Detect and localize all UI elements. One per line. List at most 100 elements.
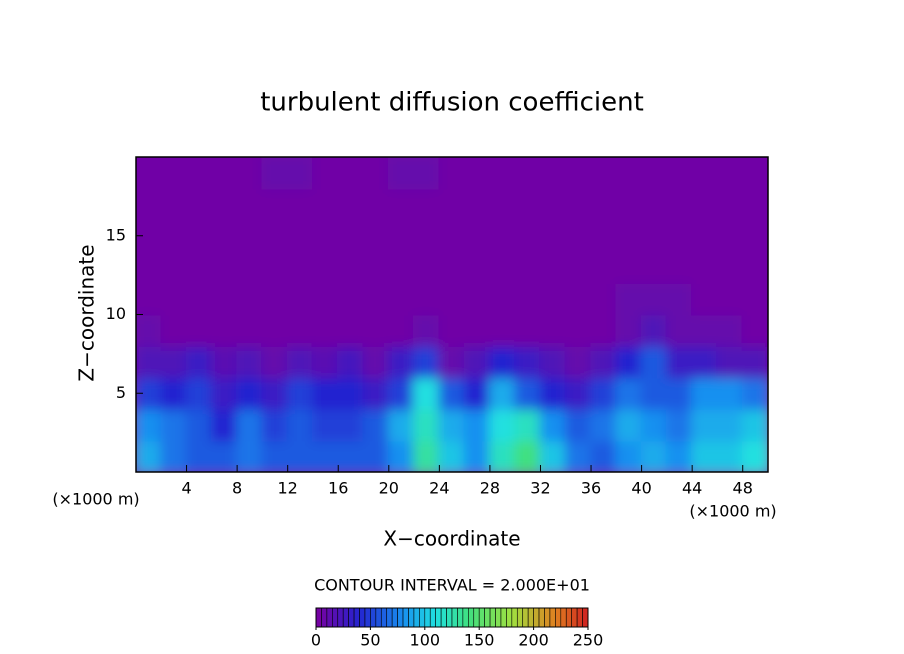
- cell: [236, 345, 264, 379]
- cell: [539, 282, 567, 316]
- cell: [362, 250, 390, 284]
- cell: [716, 219, 744, 253]
- cell: [665, 219, 694, 253]
- colorbar-swatch: [419, 607, 426, 628]
- y-unit: (×1000 m): [52, 490, 139, 509]
- x-tick-label: 48: [733, 479, 753, 498]
- cell: [590, 157, 618, 190]
- cell: [640, 219, 668, 253]
- colorbar-swatch: [435, 607, 442, 628]
- cell: [185, 250, 213, 284]
- x-tick-label: 16: [328, 479, 348, 498]
- colorbar-swatch: [511, 607, 518, 628]
- cell: [463, 408, 491, 442]
- cell: [438, 313, 466, 347]
- cell: [311, 282, 340, 316]
- x-tick-label: 40: [631, 479, 651, 498]
- cell: [337, 157, 365, 190]
- cell: [337, 376, 365, 410]
- cell: [413, 157, 441, 190]
- cell: [185, 282, 213, 316]
- cell: [210, 157, 239, 190]
- cell: [160, 439, 188, 472]
- cell: [210, 219, 239, 253]
- colorbar-swatch: [326, 607, 333, 628]
- cell: [311, 376, 340, 410]
- cell: [463, 187, 491, 221]
- cell: [665, 282, 694, 316]
- cell: [463, 219, 491, 253]
- cell: [539, 313, 567, 347]
- cell: [261, 187, 289, 221]
- cell: [615, 313, 643, 347]
- cell: [286, 408, 314, 442]
- colorbar-swatch: [565, 607, 572, 628]
- colorbar-tick-label: 250: [573, 631, 604, 650]
- cell: [514, 157, 542, 190]
- colorbar-tick-label: 0: [311, 631, 321, 650]
- cell: [185, 219, 213, 253]
- cell: [438, 376, 466, 410]
- cell: [716, 408, 744, 442]
- colorbar-swatch: [375, 607, 382, 628]
- cell: [438, 219, 466, 253]
- cell: [716, 250, 744, 284]
- colorbar-swatch: [408, 607, 415, 628]
- colorbar-swatch: [359, 607, 366, 628]
- cell: [337, 408, 365, 442]
- cell: [691, 250, 719, 284]
- cell: [590, 345, 618, 379]
- x-tick-label: 4: [181, 479, 191, 498]
- cell: [691, 157, 719, 190]
- cell: [539, 157, 567, 190]
- cell: [261, 313, 289, 347]
- cell: [564, 250, 593, 284]
- colorbar-tick-label: 100: [410, 631, 441, 650]
- contour-interval: CONTOUR INTERVAL = 2.000E+01: [314, 576, 590, 595]
- cell: [665, 376, 694, 410]
- cell: [286, 157, 314, 190]
- cell: [413, 313, 441, 347]
- cell: [665, 439, 694, 472]
- colorbar-swatch: [489, 607, 496, 628]
- cell: [362, 345, 390, 379]
- colorbar-swatch: [582, 607, 589, 628]
- cell: [640, 250, 668, 284]
- cell: [665, 187, 694, 221]
- cell: [716, 439, 744, 472]
- cell: [387, 376, 416, 410]
- x-tick-label: 20: [379, 479, 399, 498]
- cell: [160, 250, 188, 284]
- cell: [514, 250, 542, 284]
- cell: [691, 439, 719, 472]
- cell: [387, 250, 416, 284]
- cell: [413, 282, 441, 316]
- cell: [615, 376, 643, 410]
- colorbar-swatch: [484, 607, 491, 628]
- cell: [136, 282, 163, 316]
- colorbar-swatch: [527, 607, 534, 628]
- cell: [210, 250, 239, 284]
- cell: [136, 157, 163, 190]
- cell: [564, 408, 593, 442]
- cell: [185, 313, 213, 347]
- cell: [488, 157, 517, 190]
- x-axis-label: X−coordinate: [383, 527, 520, 551]
- y-tick-label: 15: [106, 225, 126, 244]
- cell: [564, 219, 593, 253]
- colorbar-swatch: [440, 607, 447, 628]
- cell: [463, 282, 491, 316]
- cell: [311, 187, 340, 221]
- cell: [387, 219, 416, 253]
- chart-title: turbulent diffusion coefficient: [260, 88, 644, 118]
- cell: [136, 313, 163, 347]
- colorbar-swatch: [397, 607, 404, 628]
- cell: [311, 250, 340, 284]
- cell: [261, 250, 289, 284]
- colorbar-swatch: [391, 607, 398, 628]
- cell: [236, 157, 264, 190]
- cell: [514, 345, 542, 379]
- cell: [539, 408, 567, 442]
- colorbar-swatch: [538, 607, 545, 628]
